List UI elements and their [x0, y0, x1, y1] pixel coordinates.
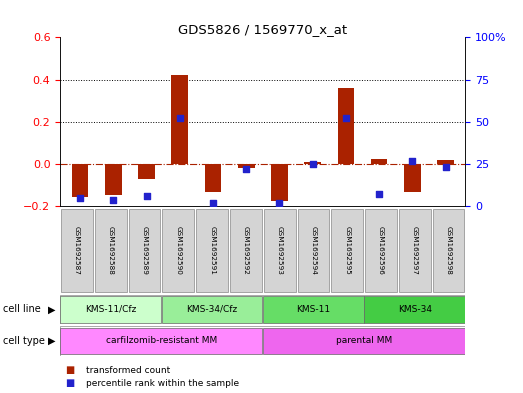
- Bar: [196, 209, 228, 292]
- Bar: [304, 162, 321, 164]
- Text: percentile rank within the sample: percentile rank within the sample: [86, 379, 240, 387]
- Bar: [332, 209, 363, 292]
- Point: [441, 164, 450, 171]
- Point: [309, 161, 317, 167]
- Bar: [263, 328, 465, 354]
- Bar: [365, 296, 465, 323]
- Text: cell line: cell line: [3, 305, 40, 314]
- Bar: [365, 209, 397, 292]
- Bar: [72, 164, 88, 197]
- Text: ■: ■: [65, 378, 75, 388]
- Bar: [105, 164, 122, 195]
- Text: transformed count: transformed count: [86, 366, 170, 375]
- Text: carfilzomib-resistant MM: carfilzomib-resistant MM: [106, 336, 217, 345]
- Point: [408, 158, 416, 164]
- Text: GSM1692598: GSM1692598: [446, 226, 451, 275]
- Title: GDS5826 / 1569770_x_at: GDS5826 / 1569770_x_at: [178, 23, 347, 36]
- Bar: [337, 88, 354, 164]
- Point: [109, 196, 118, 203]
- Text: KMS-34: KMS-34: [398, 305, 432, 314]
- Bar: [298, 209, 329, 292]
- Bar: [433, 209, 464, 292]
- Text: GSM1692594: GSM1692594: [311, 226, 316, 275]
- Text: GSM1692597: GSM1692597: [412, 226, 418, 275]
- Text: GSM1692591: GSM1692591: [209, 226, 215, 275]
- Text: KMS-11/Cfz: KMS-11/Cfz: [85, 305, 137, 314]
- Bar: [95, 209, 127, 292]
- Bar: [238, 164, 255, 168]
- Bar: [264, 209, 295, 292]
- Text: GSM1692588: GSM1692588: [108, 226, 114, 275]
- Bar: [204, 164, 221, 191]
- Text: KMS-11: KMS-11: [297, 305, 331, 314]
- Bar: [230, 209, 262, 292]
- Text: ▶: ▶: [48, 336, 55, 346]
- Text: ▶: ▶: [48, 305, 55, 314]
- Point: [76, 195, 84, 201]
- Bar: [172, 75, 188, 164]
- Point: [176, 115, 184, 121]
- Text: GSM1692595: GSM1692595: [344, 226, 350, 275]
- Bar: [61, 328, 263, 354]
- Bar: [138, 164, 155, 179]
- Point: [375, 191, 383, 198]
- Point: [275, 200, 283, 206]
- Bar: [437, 160, 454, 164]
- Text: cell type: cell type: [3, 336, 44, 346]
- Point: [209, 200, 217, 206]
- Text: ■: ■: [65, 365, 75, 375]
- Point: [242, 166, 251, 172]
- Text: parental MM: parental MM: [336, 336, 392, 345]
- Bar: [263, 296, 364, 323]
- Bar: [399, 209, 430, 292]
- Bar: [371, 159, 388, 164]
- Text: GSM1692593: GSM1692593: [277, 226, 283, 275]
- Bar: [61, 296, 161, 323]
- Text: GSM1692590: GSM1692590: [175, 226, 181, 275]
- Point: [142, 193, 151, 199]
- Bar: [404, 164, 420, 191]
- Point: [342, 115, 350, 121]
- Bar: [61, 209, 93, 292]
- Text: KMS-34/Cfz: KMS-34/Cfz: [187, 305, 238, 314]
- Text: GSM1692592: GSM1692592: [243, 226, 249, 275]
- Bar: [162, 296, 263, 323]
- Text: GSM1692587: GSM1692587: [74, 226, 80, 275]
- Text: GSM1692589: GSM1692589: [142, 226, 147, 275]
- Bar: [271, 164, 288, 201]
- Bar: [129, 209, 161, 292]
- Bar: [163, 209, 194, 292]
- Text: GSM1692596: GSM1692596: [378, 226, 384, 275]
